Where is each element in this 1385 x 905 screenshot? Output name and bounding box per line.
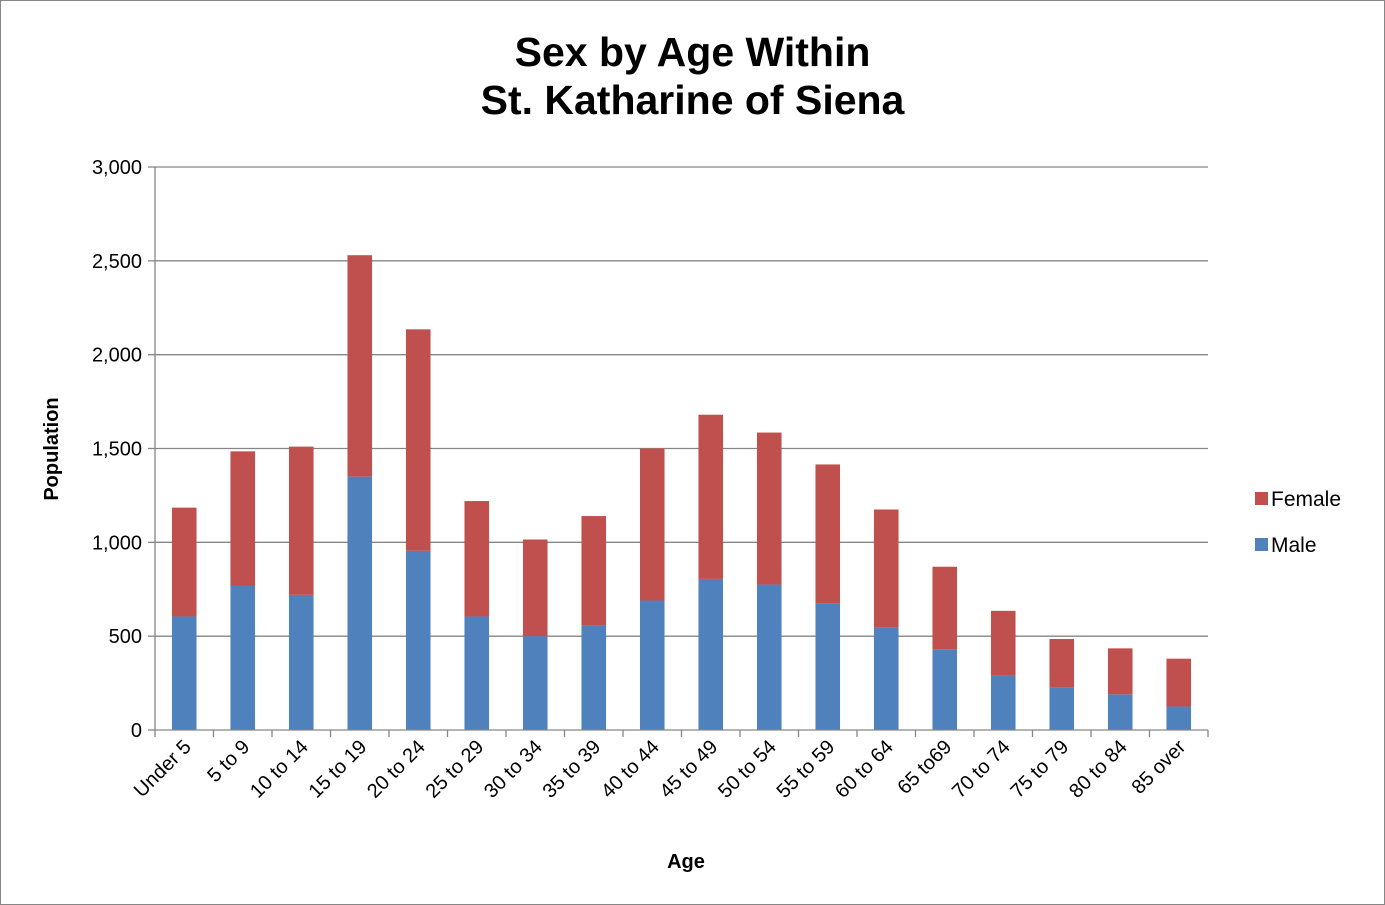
bar-male xyxy=(1049,687,1075,730)
x-axis-title: Age xyxy=(667,851,705,873)
bar-female xyxy=(581,516,607,626)
y-tick-label: 1,500 xyxy=(92,439,142,461)
bar-female xyxy=(522,539,548,637)
x-tick-label: 60 to 64 xyxy=(831,736,898,803)
x-tick-label: 75 to 79 xyxy=(1007,736,1074,803)
bar-female xyxy=(815,464,841,604)
x-tick-label: 70 to 74 xyxy=(948,736,1015,803)
bar-male xyxy=(405,550,431,730)
axes xyxy=(148,166,1209,737)
x-tick-label: 50 to 54 xyxy=(714,736,781,803)
x-tick-label: Under 5 xyxy=(130,736,196,802)
x-tick-label: 55 to 59 xyxy=(773,736,840,803)
bar-male xyxy=(639,600,665,730)
x-tick-label: 65 to69 xyxy=(894,736,957,799)
y-tick-label: 1,000 xyxy=(92,532,142,554)
bar-male xyxy=(756,584,782,730)
bar-female xyxy=(639,448,665,601)
chart-title: Sex by Age Within St. Katharine of Siena xyxy=(0,28,1385,124)
bar-male xyxy=(815,603,841,730)
bar-female xyxy=(171,507,197,617)
bar-male xyxy=(522,636,548,730)
x-tick-label: 25 to 29 xyxy=(422,736,489,803)
bar-female xyxy=(230,451,256,586)
bar-female xyxy=(756,432,782,585)
bar-female xyxy=(932,566,958,650)
bar-male xyxy=(990,675,1016,730)
chart-title-line-2: St. Katharine of Siena xyxy=(480,77,905,123)
legend-swatch-female xyxy=(1255,492,1268,505)
bar-male xyxy=(698,578,724,730)
y-tick-label: 0 xyxy=(131,720,142,742)
x-tick-label: 20 to 24 xyxy=(363,736,430,803)
bar-female xyxy=(405,329,431,551)
bar-male xyxy=(932,649,958,730)
bar-male xyxy=(464,616,490,730)
legend-label-male: Male xyxy=(1271,534,1317,557)
x-tick-label: 45 to 49 xyxy=(656,736,723,803)
bar-female xyxy=(1107,648,1133,695)
bar-male xyxy=(171,616,197,730)
bars xyxy=(171,255,1192,730)
x-tick-label: 15 to 19 xyxy=(305,736,372,803)
bar-male xyxy=(1107,694,1133,730)
legend-label-female: Female xyxy=(1271,488,1341,511)
x-tick-label: 35 to 39 xyxy=(539,736,606,803)
bar-female xyxy=(873,509,899,628)
bar-female xyxy=(288,446,314,595)
y-tick-label: 500 xyxy=(109,626,142,648)
bar-female xyxy=(464,501,490,617)
bar-female xyxy=(990,610,1016,676)
bar-male xyxy=(873,627,899,730)
x-tick-label: 85 over xyxy=(1128,736,1191,799)
y-tick-label: 3,000 xyxy=(92,157,142,179)
bar-female xyxy=(698,414,724,579)
y-tick-label: 2,500 xyxy=(92,251,142,273)
chart-title-line-1: Sex by Age Within xyxy=(514,29,871,75)
bar-male xyxy=(347,476,373,730)
y-tick-label: 2,000 xyxy=(92,345,142,367)
bar-female xyxy=(347,255,373,477)
x-tick-label: 80 to 84 xyxy=(1065,736,1132,803)
bar-male xyxy=(1166,706,1192,730)
bar-male xyxy=(288,594,314,730)
x-tick-label: 30 to 34 xyxy=(480,736,547,803)
x-tick-label: 40 to 44 xyxy=(597,736,664,803)
bar-male xyxy=(581,625,607,730)
gridlines xyxy=(155,166,1208,637)
x-tick-label: 5 to 9 xyxy=(203,736,254,787)
legend: Female Male xyxy=(1255,488,1341,557)
bar-male xyxy=(230,585,256,730)
y-axis-title: Population xyxy=(41,397,63,500)
bar-female xyxy=(1049,638,1075,688)
legend-swatch-male xyxy=(1255,538,1268,551)
bar-female xyxy=(1166,658,1192,707)
x-tick-label: 10 to 14 xyxy=(246,736,313,803)
